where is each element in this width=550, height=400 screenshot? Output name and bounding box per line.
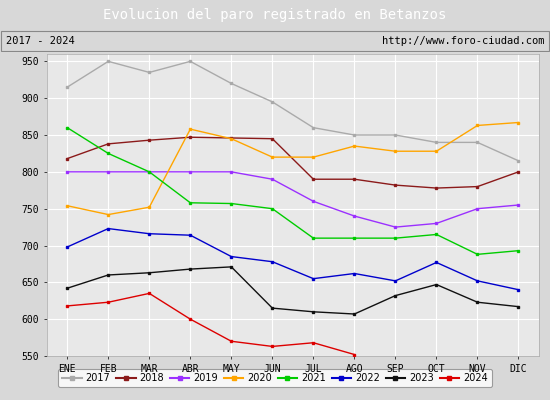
Text: Evolucion del paro registrado en Betanzos: Evolucion del paro registrado en Betanzo… — [103, 8, 447, 22]
Text: http://www.foro-ciudad.com: http://www.foro-ciudad.com — [382, 36, 544, 46]
Text: 2017 - 2024: 2017 - 2024 — [6, 36, 74, 46]
Legend: 2017, 2018, 2019, 2020, 2021, 2022, 2023, 2024: 2017, 2018, 2019, 2020, 2021, 2022, 2023… — [58, 369, 492, 387]
